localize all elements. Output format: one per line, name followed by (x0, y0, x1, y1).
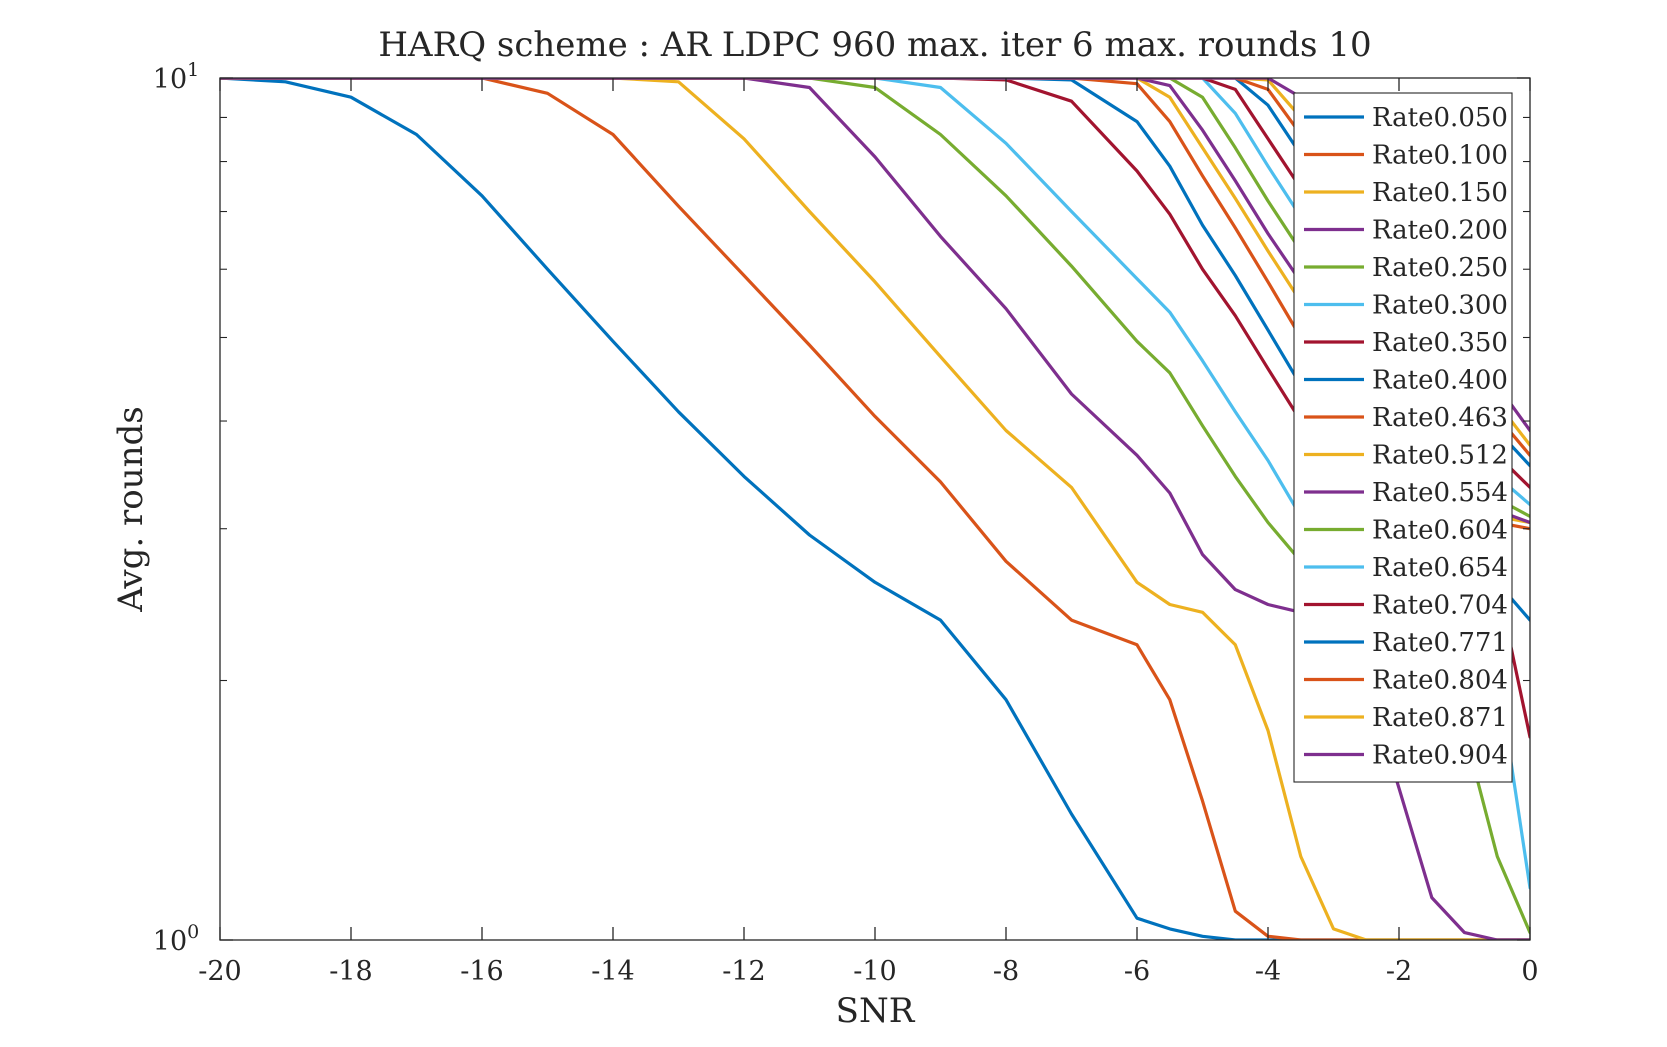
legend-label-6: Rate0.350 (1372, 328, 1508, 358)
legend-label-16: Rate0.871 (1372, 703, 1508, 733)
legend-label-10: Rate0.554 (1372, 478, 1508, 508)
legend-label-0: Rate0.050 (1372, 103, 1508, 133)
legend-label-1: Rate0.100 (1372, 141, 1508, 171)
chart-title: HARQ scheme : AR LDPC 960 max. iter 6 ma… (378, 25, 1371, 65)
legend-label-7: Rate0.400 (1372, 366, 1508, 396)
x-tick-label-7: -6 (1124, 956, 1150, 987)
x-tick-label-4: -12 (722, 956, 765, 987)
legend-label-9: Rate0.512 (1372, 441, 1508, 471)
y-axis: 100 101 (153, 59, 1530, 957)
legend-label-11: Rate0.604 (1372, 516, 1508, 546)
legend-label-14: Rate0.771 (1372, 628, 1508, 658)
legend-label-4: Rate0.250 (1372, 253, 1508, 283)
legend: Rate0.050 Rate0.100 Rate0.150 Rate0.200 Rate… (1293, 92, 1513, 783)
x-tick-label-9: -2 (1386, 956, 1412, 987)
x-axis: -20 -18 -16 -14 -12 -10 -8 -6 -4 -2 0 (198, 78, 1539, 987)
series-line-0 (220, 78, 1530, 940)
y-axis-label: Avg. rounds (111, 406, 151, 613)
legend-box (1293, 92, 1513, 783)
x-tick-label-1: -18 (329, 956, 372, 987)
series-line-2 (220, 78, 1530, 940)
legend-label-2: Rate0.150 (1372, 178, 1508, 208)
legend-label-3: Rate0.200 (1372, 216, 1508, 246)
x-axis-label: SNR (836, 991, 916, 1031)
legend-label-5: Rate0.300 (1372, 291, 1508, 321)
y-tick-label-1: 101 (153, 59, 199, 95)
legend-label-12: Rate0.654 (1372, 553, 1508, 583)
x-tick-label-2: -16 (460, 956, 503, 987)
series-line-1 (220, 78, 1530, 940)
x-tick-label-6: -8 (993, 956, 1019, 987)
x-tick-label-0: -20 (198, 956, 241, 987)
legend-label-13: Rate0.704 (1372, 591, 1508, 621)
legend-label-15: Rate0.804 (1372, 666, 1508, 696)
legend-label-8: Rate0.463 (1372, 403, 1508, 433)
x-tick-label-5: -10 (853, 956, 896, 987)
y-tick-label-0: 100 (153, 921, 199, 957)
x-tick-label-8: -4 (1255, 956, 1281, 987)
legend-label-17: Rate0.904 (1372, 741, 1508, 771)
x-tick-label-10: 0 (1521, 956, 1538, 987)
x-tick-label-3: -14 (591, 956, 634, 987)
